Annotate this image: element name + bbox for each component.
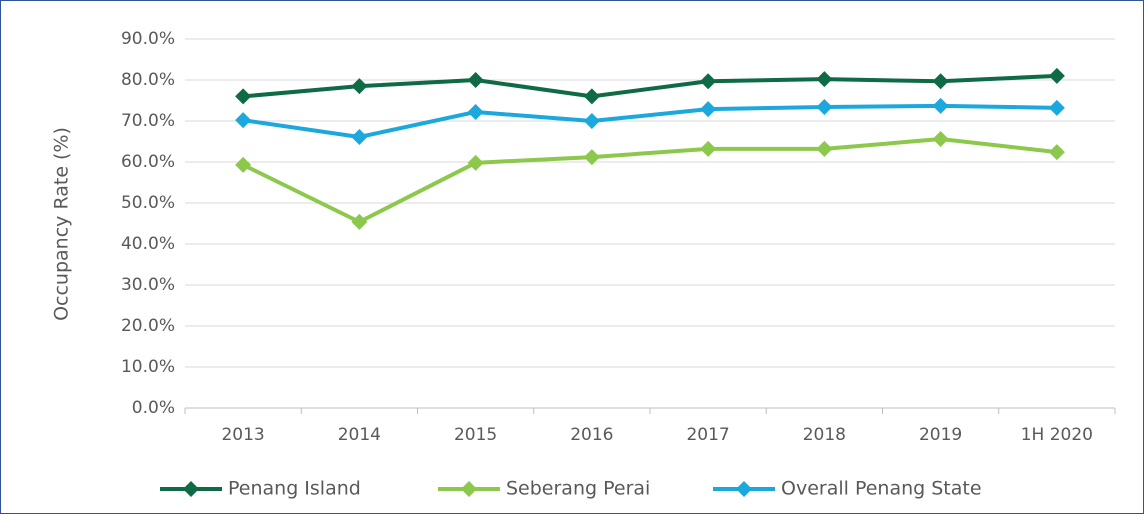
y-tick-label: 10.0% bbox=[121, 357, 175, 377]
x-tick-label: 2016 bbox=[570, 425, 613, 445]
x-tick-label: 2017 bbox=[686, 425, 729, 445]
x-tick-label: 1H 2020 bbox=[1021, 425, 1093, 445]
x-tick-label: 2019 bbox=[919, 425, 962, 445]
marker bbox=[583, 88, 600, 105]
marker bbox=[467, 72, 484, 88]
legend-label: Seberang Perai bbox=[506, 478, 650, 500]
series-line bbox=[242, 73, 1057, 99]
marker bbox=[1048, 144, 1065, 161]
y-tick-label: 70.0% bbox=[121, 111, 175, 131]
series-line bbox=[242, 137, 1058, 224]
y-tick-label: 20.0% bbox=[121, 316, 175, 336]
marker bbox=[700, 140, 717, 157]
marker bbox=[351, 213, 368, 230]
marker bbox=[351, 78, 368, 95]
marker bbox=[351, 128, 368, 145]
x-tick-label: 2013 bbox=[221, 425, 264, 445]
marker bbox=[1048, 67, 1065, 84]
marker bbox=[235, 88, 252, 105]
x-tick-label: 2014 bbox=[338, 425, 381, 445]
y-tick-label: 30.0% bbox=[121, 275, 175, 295]
marker bbox=[1048, 99, 1065, 116]
marker bbox=[235, 156, 252, 173]
marker bbox=[583, 149, 600, 166]
legend-label: Penang Island bbox=[228, 478, 361, 500]
legend-marker bbox=[183, 481, 199, 497]
legend-marker bbox=[461, 481, 477, 497]
marker bbox=[467, 103, 484, 120]
marker bbox=[816, 99, 833, 116]
marker bbox=[700, 101, 717, 118]
marker bbox=[816, 71, 833, 88]
legend-label: Overall Penang State bbox=[781, 478, 982, 500]
legend-marker bbox=[736, 481, 752, 497]
marker bbox=[583, 113, 600, 129]
marker bbox=[932, 131, 949, 148]
series-line bbox=[242, 103, 1057, 139]
marker bbox=[700, 73, 717, 90]
x-tick-label: 2018 bbox=[803, 425, 846, 445]
y-tick-label: 40.0% bbox=[121, 234, 175, 254]
y-axis-title: Occupancy Rate (%) bbox=[51, 127, 73, 321]
marker bbox=[816, 140, 833, 157]
marker bbox=[932, 97, 949, 114]
y-tick-label: 0.0% bbox=[132, 398, 175, 418]
x-tick-label: 2015 bbox=[454, 425, 497, 445]
y-tick-label: 60.0% bbox=[121, 152, 175, 172]
marker bbox=[467, 154, 484, 171]
marker bbox=[932, 73, 949, 90]
marker bbox=[235, 112, 252, 129]
y-tick-label: 50.0% bbox=[121, 193, 175, 213]
y-tick-label: 80.0% bbox=[121, 70, 175, 90]
y-tick-label: 90.0% bbox=[121, 29, 175, 49]
